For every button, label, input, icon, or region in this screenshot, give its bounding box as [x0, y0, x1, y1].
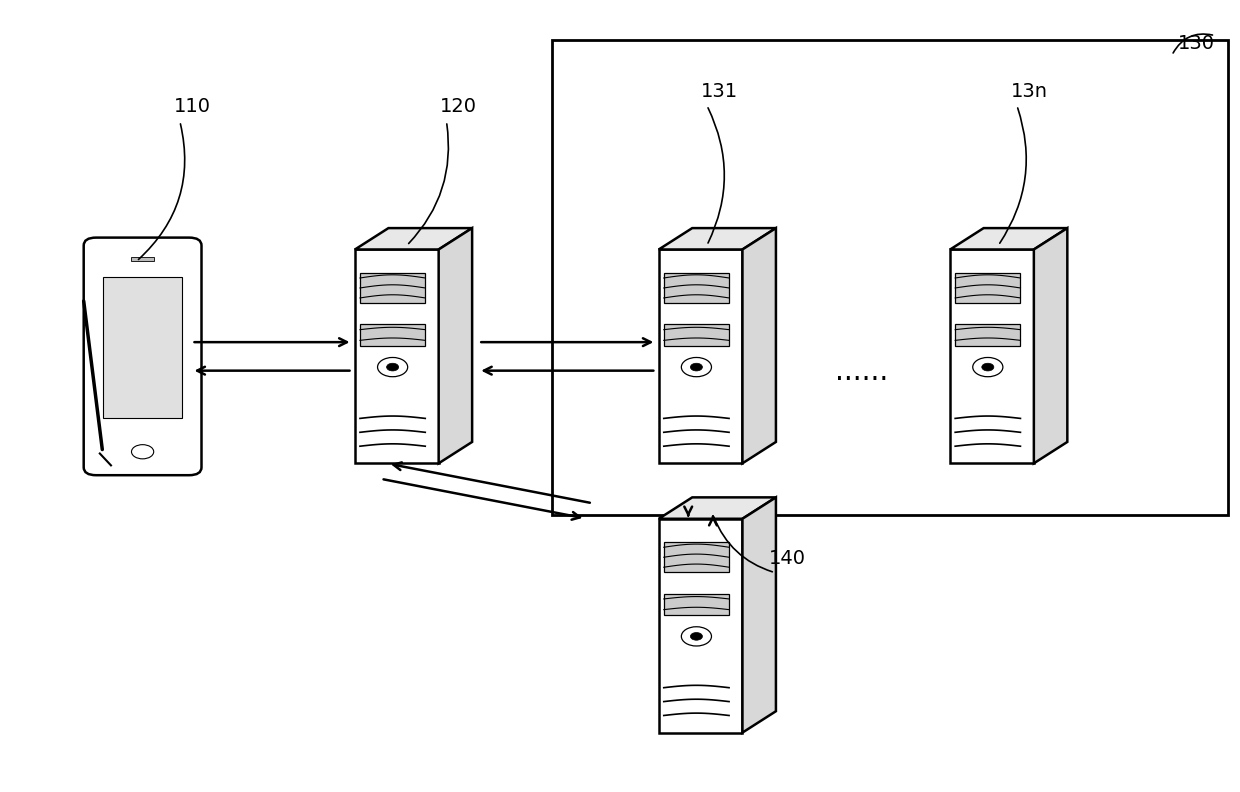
Circle shape: [681, 357, 712, 377]
Polygon shape: [1034, 228, 1068, 463]
Polygon shape: [658, 249, 743, 463]
Polygon shape: [955, 273, 1021, 303]
Polygon shape: [955, 324, 1021, 345]
Text: 110: 110: [174, 97, 211, 116]
Circle shape: [681, 626, 712, 646]
Circle shape: [387, 364, 398, 371]
Text: 140: 140: [769, 549, 806, 568]
Circle shape: [982, 364, 993, 371]
Circle shape: [972, 357, 1003, 377]
Polygon shape: [950, 249, 1034, 463]
Text: ......: ......: [836, 358, 888, 386]
Text: 131: 131: [701, 82, 738, 101]
Polygon shape: [658, 228, 776, 249]
Polygon shape: [663, 324, 729, 345]
Polygon shape: [658, 497, 776, 519]
Circle shape: [691, 633, 702, 640]
Text: 130: 130: [1178, 34, 1215, 53]
Circle shape: [691, 364, 702, 371]
Polygon shape: [439, 228, 472, 463]
Polygon shape: [950, 228, 1068, 249]
FancyBboxPatch shape: [131, 257, 154, 261]
Polygon shape: [355, 249, 439, 463]
Polygon shape: [663, 273, 729, 303]
Circle shape: [377, 357, 408, 377]
Polygon shape: [360, 324, 425, 345]
Polygon shape: [355, 228, 472, 249]
Polygon shape: [658, 519, 743, 733]
Polygon shape: [360, 273, 425, 303]
Text: 13n: 13n: [1011, 82, 1048, 101]
FancyBboxPatch shape: [103, 277, 182, 418]
Polygon shape: [743, 228, 776, 463]
Polygon shape: [743, 497, 776, 733]
Polygon shape: [663, 594, 729, 615]
FancyBboxPatch shape: [552, 40, 1228, 515]
FancyBboxPatch shape: [84, 238, 202, 475]
Circle shape: [131, 444, 154, 459]
Text: 120: 120: [440, 97, 477, 116]
Polygon shape: [663, 543, 729, 572]
